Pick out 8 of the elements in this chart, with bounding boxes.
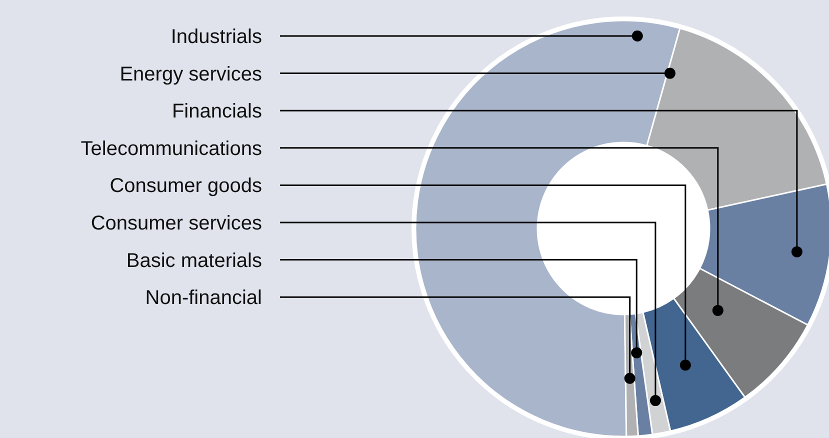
slice-label: Industrials: [170, 26, 262, 48]
slice-label: Financials: [172, 100, 262, 123]
slice-label: Energy services: [120, 63, 262, 86]
slice-label: Consumer services: [90, 212, 262, 234]
slice-label: Consumer goods: [110, 175, 262, 198]
slice-label: Basic materials: [126, 250, 262, 272]
slice-label: Telecommunications: [80, 138, 262, 160]
slice-label: Non-financial: [145, 287, 262, 310]
